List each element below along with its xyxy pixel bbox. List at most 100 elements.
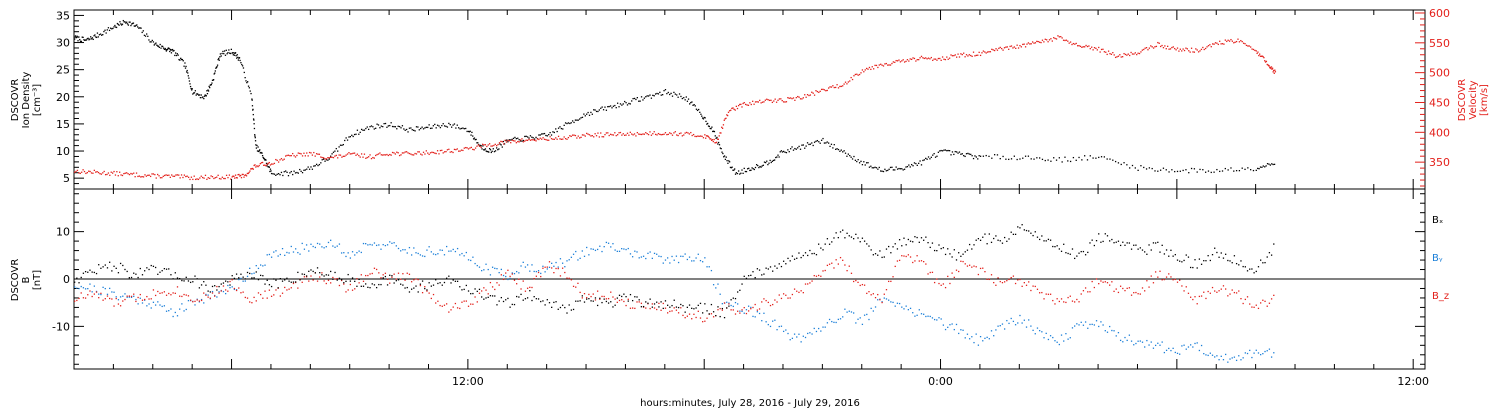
by-series-point	[231, 286, 233, 288]
density-series-point	[588, 114, 591, 116]
bz-series-point	[586, 296, 588, 299]
bz-series-point	[877, 293, 879, 296]
bz-series-point	[124, 298, 126, 301]
bz-series-point	[675, 309, 678, 311]
bx-series-point	[855, 233, 857, 235]
density-series-point	[1264, 166, 1266, 168]
velocity-series-point	[183, 174, 186, 176]
density-series-point	[538, 134, 540, 136]
velocity-series-point	[418, 151, 420, 153]
bx-series-point	[338, 277, 341, 279]
density-series-point	[830, 143, 833, 145]
density-series-point	[232, 54, 234, 56]
density-series-point	[652, 94, 654, 97]
density-series-point	[775, 156, 777, 159]
by-series-point	[671, 255, 673, 258]
velocity-series-point	[588, 134, 591, 136]
by-series-point	[257, 267, 260, 270]
by-series-point	[979, 335, 982, 338]
bz-series-point	[1150, 275, 1152, 277]
bz-series-point	[1233, 291, 1236, 294]
density-series-point	[854, 159, 857, 161]
bx-series-point	[982, 236, 984, 238]
bz-series-point	[1262, 299, 1264, 301]
by-series-point	[1076, 323, 1078, 325]
velocity-series-point	[546, 139, 548, 141]
bx-series-point	[824, 243, 826, 245]
density-series-point	[978, 155, 980, 157]
bz-series-point	[575, 286, 577, 288]
density-series-point	[923, 159, 925, 161]
bx-series-point	[183, 280, 185, 282]
density-series-point	[408, 127, 411, 129]
by-series-point	[402, 249, 404, 251]
bz-series-point	[555, 267, 557, 270]
by-series-point	[938, 317, 940, 319]
bz-series-point	[106, 295, 109, 297]
bz-series-point	[1154, 271, 1157, 273]
velocity-series-point	[1171, 46, 1173, 49]
by-series-point	[207, 294, 209, 296]
velocity-series-point	[600, 132, 602, 134]
density-series-point	[237, 59, 240, 61]
by-series-point	[1264, 350, 1266, 353]
velocity-series-point	[272, 163, 274, 165]
bx-series-point	[787, 257, 789, 260]
velocity-series-point	[956, 56, 958, 58]
density-series-point	[1123, 162, 1125, 164]
bz-series-point	[785, 294, 787, 296]
by-series-point	[995, 329, 997, 331]
bx-series-point	[292, 281, 295, 283]
velocity-series-point	[593, 136, 595, 138]
velocity-series-point	[243, 176, 245, 178]
bz-series-point	[1270, 298, 1273, 300]
bx-series-point	[255, 271, 257, 273]
density-series-point	[982, 155, 985, 157]
by-series-point	[448, 250, 450, 252]
velocity-series-point	[1055, 38, 1058, 40]
velocity-series-point	[1039, 41, 1041, 43]
bz-series-point	[141, 299, 144, 301]
bz-series-point	[487, 293, 489, 295]
by-series-point	[793, 333, 796, 335]
velocity-series-point	[213, 177, 215, 180]
density-series-point	[244, 77, 246, 79]
bx-series-point	[354, 280, 356, 283]
density-series-point	[597, 110, 599, 113]
density-series-point	[1064, 156, 1066, 158]
bx-series-point	[1209, 259, 1211, 262]
velocity-series-point	[1124, 53, 1127, 56]
by-series-point	[82, 287, 85, 289]
bz-series-point	[612, 296, 614, 298]
velocity-series-point	[432, 151, 435, 154]
by-series-point	[750, 306, 752, 309]
velocity-series-point	[1107, 50, 1110, 52]
density-series-point	[322, 158, 325, 160]
by-series-point	[150, 307, 152, 309]
density-tick-label: 5	[63, 172, 70, 185]
bz-series-point	[413, 279, 415, 281]
bz-series-point	[476, 301, 478, 303]
density-series-point	[702, 118, 705, 120]
bz-series-point	[135, 300, 137, 303]
velocity-series-point	[436, 150, 439, 152]
bz-series-point	[1065, 301, 1067, 304]
density-series-point	[1109, 158, 1111, 160]
by-series-point	[645, 257, 647, 260]
velocity-series-point	[918, 59, 920, 61]
bx-series-point	[470, 293, 472, 295]
bx-series-point	[546, 299, 548, 301]
density-series-point	[545, 134, 547, 137]
by-series-point	[769, 325, 772, 328]
velocity-series-point	[276, 159, 278, 162]
density-series-point	[714, 135, 716, 137]
bz-series-point	[638, 301, 640, 303]
density-series-point	[496, 147, 498, 149]
velocity-series-point	[654, 133, 657, 136]
velocity-series-point	[858, 73, 861, 76]
density-series-point	[709, 127, 711, 130]
velocity-series-point	[788, 97, 790, 99]
bz-series-point	[688, 313, 691, 315]
by-series-point	[255, 264, 257, 267]
bx-series-point	[117, 272, 120, 274]
